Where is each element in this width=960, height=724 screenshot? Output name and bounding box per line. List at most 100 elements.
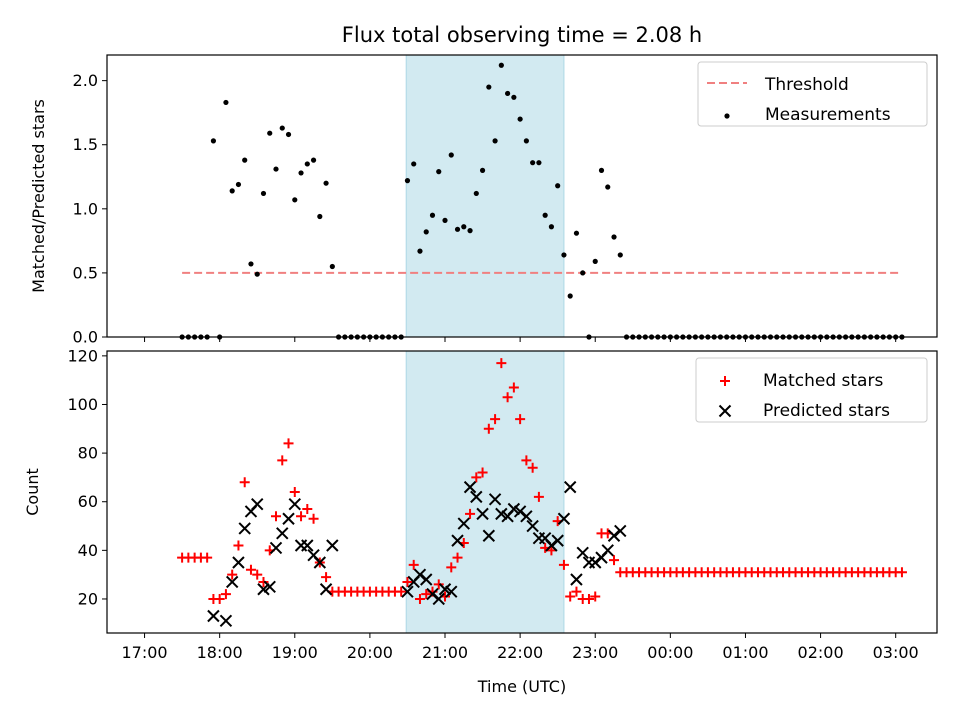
matched-star-point: [565, 591, 576, 602]
measurement-point: [404, 178, 411, 184]
measurement-point: [417, 248, 423, 254]
predicted-star-point: [451, 534, 464, 547]
matched-star-point: [220, 589, 231, 600]
measurement-point: [411, 161, 417, 167]
matched-star-point: [571, 586, 582, 597]
measurement-point: [317, 213, 323, 220]
measurement-point: [611, 234, 617, 240]
measurement-point: [323, 180, 329, 186]
measurement-point: [605, 184, 611, 190]
predicted-star-point: [601, 544, 614, 557]
matched-star-point: [471, 472, 482, 483]
predicted-star-point: [282, 512, 295, 525]
measurement-point: [505, 90, 511, 97]
x-tick-label: 20:00: [347, 643, 393, 662]
legend-measurement-swatch: [724, 113, 730, 119]
measurement-point: [454, 226, 461, 232]
measurement-point: [273, 166, 279, 172]
legend-matched-swatch: [720, 376, 730, 386]
legend-label: Matched stars: [763, 371, 883, 391]
predicted-star-point: [269, 541, 283, 555]
legend-box: [697, 61, 928, 127]
measurement-point: [448, 152, 454, 158]
observing-interval-shade: [405, 54, 565, 338]
y-tick-label: 120: [67, 346, 98, 365]
measurement-point: [573, 230, 580, 236]
matched-star-point: [515, 414, 526, 425]
measurement-point: [310, 157, 317, 163]
matched-star-point: [289, 487, 300, 497]
predicted-star-point: [301, 539, 314, 552]
matched-star-point: [590, 591, 601, 602]
predicted-star-point: [482, 529, 496, 542]
x-tick-label: 18:00: [197, 643, 243, 662]
measurement-point: [461, 224, 467, 230]
count-panel: 20 40 60 80 100 120 Count 17:00 18:00 19:00 20:00 2…: [23, 346, 938, 662]
measurement-point: [486, 84, 492, 90]
matched-star-point: [502, 392, 513, 403]
measurement-point: [254, 271, 260, 277]
matched-star-point: [414, 593, 425, 604]
measurement-point: [329, 263, 335, 270]
measurement-point: [210, 138, 217, 144]
predicted-star-point: [570, 573, 583, 586]
measurement-point: [567, 293, 573, 299]
matched-star-point: [302, 504, 313, 515]
matched-star-point: [446, 562, 457, 573]
x-tick-label: 02:00: [798, 643, 844, 662]
predicted-star-point: [520, 510, 533, 523]
predicted-star-point: [576, 546, 589, 559]
measurement-point: [479, 167, 486, 173]
measurement-point: [536, 160, 542, 166]
matched-star-point: [296, 511, 307, 522]
y-tick-label: 1.0: [73, 199, 98, 218]
x-tick-label: 21:00: [422, 643, 468, 662]
matched-star-point: [277, 455, 288, 466]
measurement-point: [423, 229, 429, 235]
measurement-point: [561, 252, 567, 258]
predicted-star-point: [420, 573, 433, 586]
y-tick-label: 40: [78, 541, 98, 560]
ratio-panel: 0.0 0.5 1.0 1.5 2.0 Matched/Predicted stars Th…: [29, 54, 938, 347]
predicted-star-point: [463, 480, 477, 494]
matched-star-point: [433, 579, 444, 590]
predicted-star-point: [251, 497, 264, 511]
measurement-point: [298, 170, 304, 176]
axes-frame: [106, 350, 938, 634]
predicted-star-point: [219, 614, 233, 628]
matched-star-point: [308, 513, 319, 524]
predicted-star-point: [207, 609, 220, 623]
measurement-point: [498, 62, 504, 68]
predicted-star-point: [432, 592, 445, 606]
predicted-star-point: [526, 519, 539, 533]
y-tick-label: 0.5: [73, 263, 98, 282]
matched-star-point: [490, 414, 501, 425]
legend-label: Predicted stars: [763, 401, 890, 421]
matched-star-point: [452, 552, 463, 563]
predicted-star-point: [488, 493, 502, 506]
matched-star-point: [583, 593, 594, 604]
measurement-point: [517, 116, 523, 122]
matched-star-point: [477, 467, 488, 478]
measurement-point: [542, 212, 548, 218]
predicted-star-point: [263, 580, 276, 594]
predicted-star-point: [457, 517, 470, 530]
y-axis-label: Count: [23, 468, 42, 516]
measurement-point: [436, 169, 442, 175]
measurement-point: [598, 167, 605, 173]
measurement-point: [442, 217, 448, 223]
matched-star-point: [202, 552, 213, 563]
y-tick-label: 60: [78, 492, 98, 511]
predicted-star-point: [232, 556, 245, 569]
y-tick-label: 2.0: [73, 71, 98, 90]
x-tick-label: 22:00: [497, 643, 543, 662]
matched-star-point: [896, 567, 907, 578]
matched-star-point: [321, 572, 332, 583]
measurement-point: [242, 157, 248, 163]
measurement-point: [304, 161, 310, 167]
predicted-star-point: [401, 585, 414, 598]
observing-interval-shade: [405, 350, 565, 634]
y-axis-label: Matched/Predicted stars: [29, 99, 48, 293]
matched-star-point: [239, 477, 250, 488]
